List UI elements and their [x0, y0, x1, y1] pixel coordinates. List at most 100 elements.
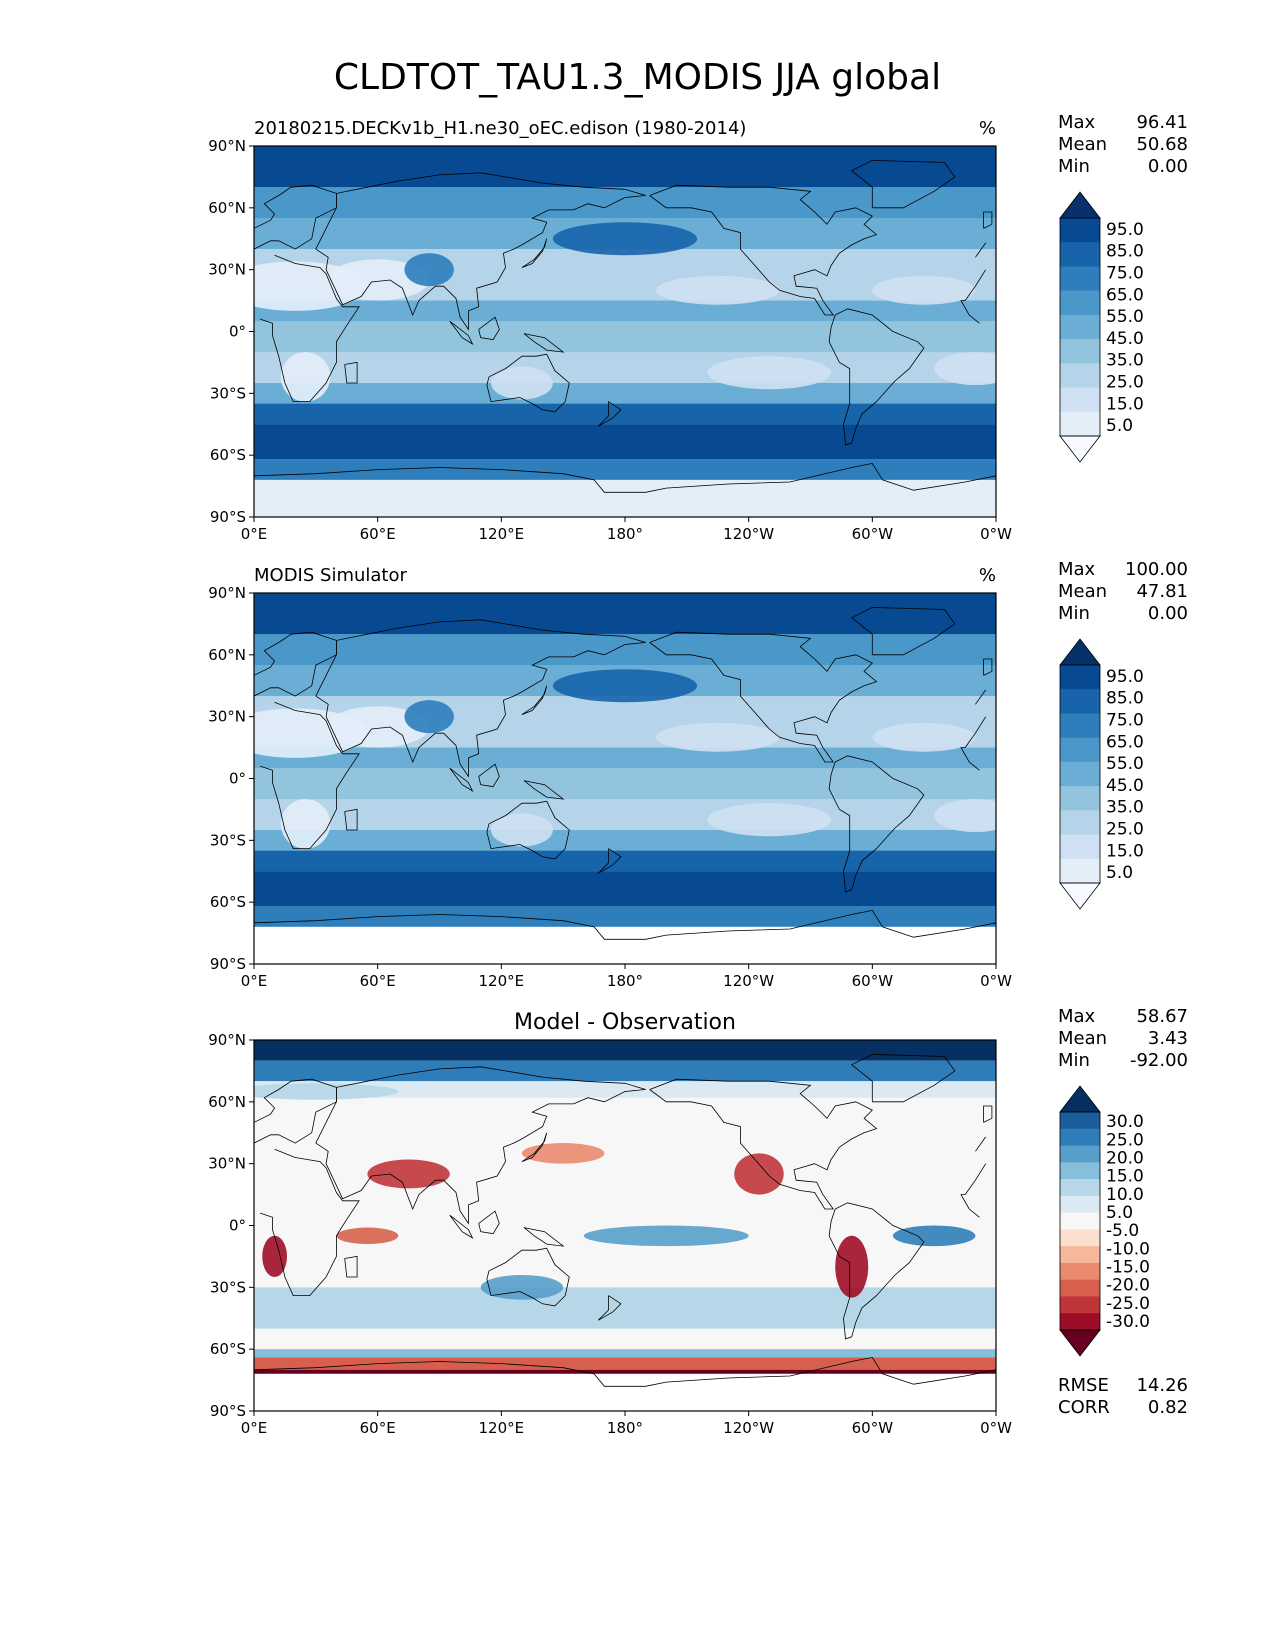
colorbar-label: 45.0 [1106, 776, 1144, 796]
field-band [254, 1349, 996, 1358]
coastline-greenland [850, 159, 956, 209]
lat-tick-label: 30°S [210, 1278, 246, 1296]
stat-mean: Mean 47.81 [1058, 581, 1188, 602]
colorbar-segment [1060, 1179, 1100, 1197]
field-blob [655, 722, 780, 752]
field-blob [707, 356, 832, 390]
lon-tick-label: 60°E [360, 972, 396, 990]
colorbar-segment [1060, 810, 1100, 836]
lat-tick-label: 0° [229, 1217, 246, 1235]
colorbar: 30.025.020.015.010.05.0-5.0-10.0-15.0-20… [1059, 1085, 1150, 1357]
colorbar-segment [1060, 1128, 1100, 1147]
colorbar-label: 5.0 [1106, 863, 1133, 883]
lon-tick-label: 120°E [479, 1419, 525, 1437]
colorbar-label: 85.0 [1106, 242, 1144, 262]
coastlines [254, 159, 996, 493]
colorbar-segment [1060, 266, 1100, 292]
colorbar-label: 25.0 [1106, 1130, 1144, 1150]
colorbar: 95.085.075.065.055.045.035.025.015.05.0 [1059, 191, 1144, 463]
lon-tick-label: 60°E [360, 1419, 396, 1437]
lat-tick-label: 0° [229, 323, 246, 341]
field-band [254, 1040, 996, 1061]
field-blob [734, 1153, 784, 1195]
colorbar-segment [1060, 339, 1100, 364]
field-blob [280, 799, 331, 849]
coastline-samerica [828, 1202, 925, 1340]
colorbar-label: 5.0 [1106, 1203, 1133, 1223]
colorbar-label: 95.0 [1106, 667, 1144, 687]
lat-tick-label: 60°S [210, 893, 246, 911]
colorbar-label: 65.0 [1106, 285, 1144, 305]
stat-mean: Mean 50.68 [1058, 134, 1188, 155]
field-blob [480, 1274, 564, 1300]
colorbar-frame [1059, 664, 1101, 884]
lat-tick-label: 90°S [210, 955, 246, 973]
field-blob [491, 813, 553, 847]
coastline-japan [521, 1132, 548, 1162]
colorbar-label: 35.0 [1106, 798, 1144, 818]
coastline-borneo [478, 316, 500, 341]
coastline-africa [260, 1148, 987, 1296]
lon-tick-label: 0°E [241, 972, 268, 990]
lat-tick-label: 60°N [208, 646, 246, 664]
panel-obs: MODIS Simulator % 90°N 60°N 30°N 0° 30°S 60°S… [0, 0, 1275, 990]
colorbar-segment [1060, 1162, 1100, 1180]
field-band [254, 1287, 996, 1329]
lon-tick-label: 60°E [360, 525, 396, 543]
colorbar-segment [1060, 858, 1100, 884]
colorbar-label: 75.0 [1106, 711, 1144, 731]
field-band [254, 747, 996, 769]
colorbar-extend-max [1059, 638, 1101, 666]
coastline-asia [315, 172, 646, 331]
lat-tick-label: 0° [229, 770, 246, 788]
colorbar-label: 25.0 [1106, 820, 1144, 840]
colorbar-label: 75.0 [1106, 264, 1144, 284]
field-blob [552, 669, 698, 703]
missing-data [254, 926, 996, 964]
coastline-samerica [828, 755, 925, 893]
coastline-borneo [478, 763, 500, 788]
panel-title: MODIS Simulator [254, 565, 407, 586]
stats-box: Max 96.41 Mean 50.68 Min 0.00 [1058, 112, 1188, 178]
colorbar-label: 5.0 [1106, 416, 1133, 436]
colorbar: 95.085.075.065.055.045.035.025.015.05.0 [1059, 638, 1144, 910]
colorbar-label: -30.0 [1106, 1312, 1150, 1332]
colorbar-frame [1059, 1111, 1101, 1331]
coastline-nz [597, 401, 622, 427]
map-field [254, 146, 996, 517]
lon-tick-label: 120°W [723, 972, 774, 990]
colorbar-label: 65.0 [1106, 732, 1144, 752]
colorbar-segment [1060, 1246, 1100, 1264]
lat-tick-label: 60°N [208, 199, 246, 217]
field-band [254, 403, 996, 425]
lat-tick-label: 90°S [210, 1402, 246, 1420]
stat-max: Max 96.41 [1058, 112, 1188, 133]
colorbar-extend-min [1059, 1329, 1101, 1357]
lat-tick-label: 90°S [210, 508, 246, 526]
field-blob [707, 803, 832, 837]
field-blob [892, 1225, 976, 1247]
coastline-africa [260, 254, 987, 402]
colorbar-segment [1060, 387, 1100, 413]
colorbar-label: 85.0 [1106, 689, 1144, 709]
stat-rmse: RMSE 14.26 [1058, 1375, 1188, 1396]
colorbar-segment [1060, 314, 1100, 340]
colorbar-segment [1060, 713, 1100, 739]
field-blob [262, 1235, 287, 1278]
field-band [254, 479, 996, 517]
colorbar-label: 25.0 [1106, 373, 1144, 393]
stats-box: Max 58.67 Mean 3.43 Min -92.00 [1058, 1006, 1188, 1072]
map-field [254, 593, 996, 964]
coastline-namerica [649, 1078, 878, 1210]
lon-tick-label: 0°W [980, 1419, 1012, 1437]
field-band [254, 871, 996, 907]
coastline-newguinea [523, 333, 565, 353]
field-blob [491, 366, 553, 400]
colorbar-segment [1060, 689, 1100, 714]
lat-tick-label: 90°N [208, 1031, 246, 1049]
coastline-newguinea [523, 1227, 565, 1247]
lat-tick-label: 30°S [210, 831, 246, 849]
colorbar-segment [1060, 1229, 1100, 1247]
panel-title: 20180215.DECKv1b_H1.ne30_oEC.edison (198… [254, 118, 747, 139]
field-blob [367, 1159, 450, 1189]
